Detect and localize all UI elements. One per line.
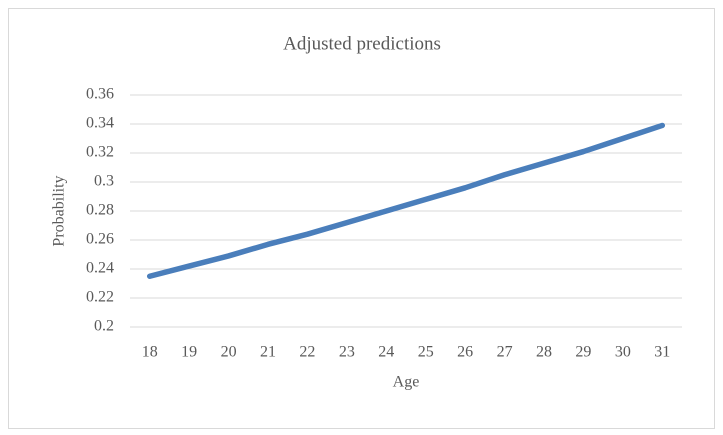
x-tick-label: 23 — [339, 344, 355, 361]
y-axis-label: Probability — [51, 175, 68, 246]
x-tick-label: 29 — [575, 344, 591, 361]
y-tick-label: 0.26 — [86, 231, 114, 248]
y-tick-label: 0.3 — [94, 173, 114, 190]
series-line — [146, 122, 666, 279]
x-tick-label: 30 — [615, 344, 631, 361]
y-tick-label: 0.22 — [86, 289, 114, 306]
x-tick-label: 19 — [181, 344, 197, 361]
x-tick-label: 31 — [654, 344, 670, 361]
y-tick-label: 0.34 — [86, 115, 114, 132]
x-tick-label: 20 — [221, 344, 237, 361]
y-tick-label: 0.2 — [94, 318, 114, 335]
y-tick-label: 0.32 — [86, 144, 114, 161]
x-tick-label: 27 — [497, 344, 513, 361]
y-tick-label: 0.36 — [86, 86, 114, 103]
y-tick-label: 0.24 — [86, 260, 114, 277]
x-tick-label: 28 — [536, 344, 552, 361]
x-tick-label: 24 — [378, 344, 394, 361]
chart-title: Adjusted predictions — [283, 33, 441, 54]
y-tick-label: 0.28 — [86, 202, 114, 219]
x-tick-label: 18 — [142, 344, 158, 361]
x-tick-label: 26 — [457, 344, 473, 361]
x-tick-label: 25 — [418, 344, 434, 361]
x-axis-label: Age — [393, 374, 420, 391]
x-tick-label: 22 — [299, 344, 315, 361]
x-tick-label: 21 — [260, 344, 276, 361]
